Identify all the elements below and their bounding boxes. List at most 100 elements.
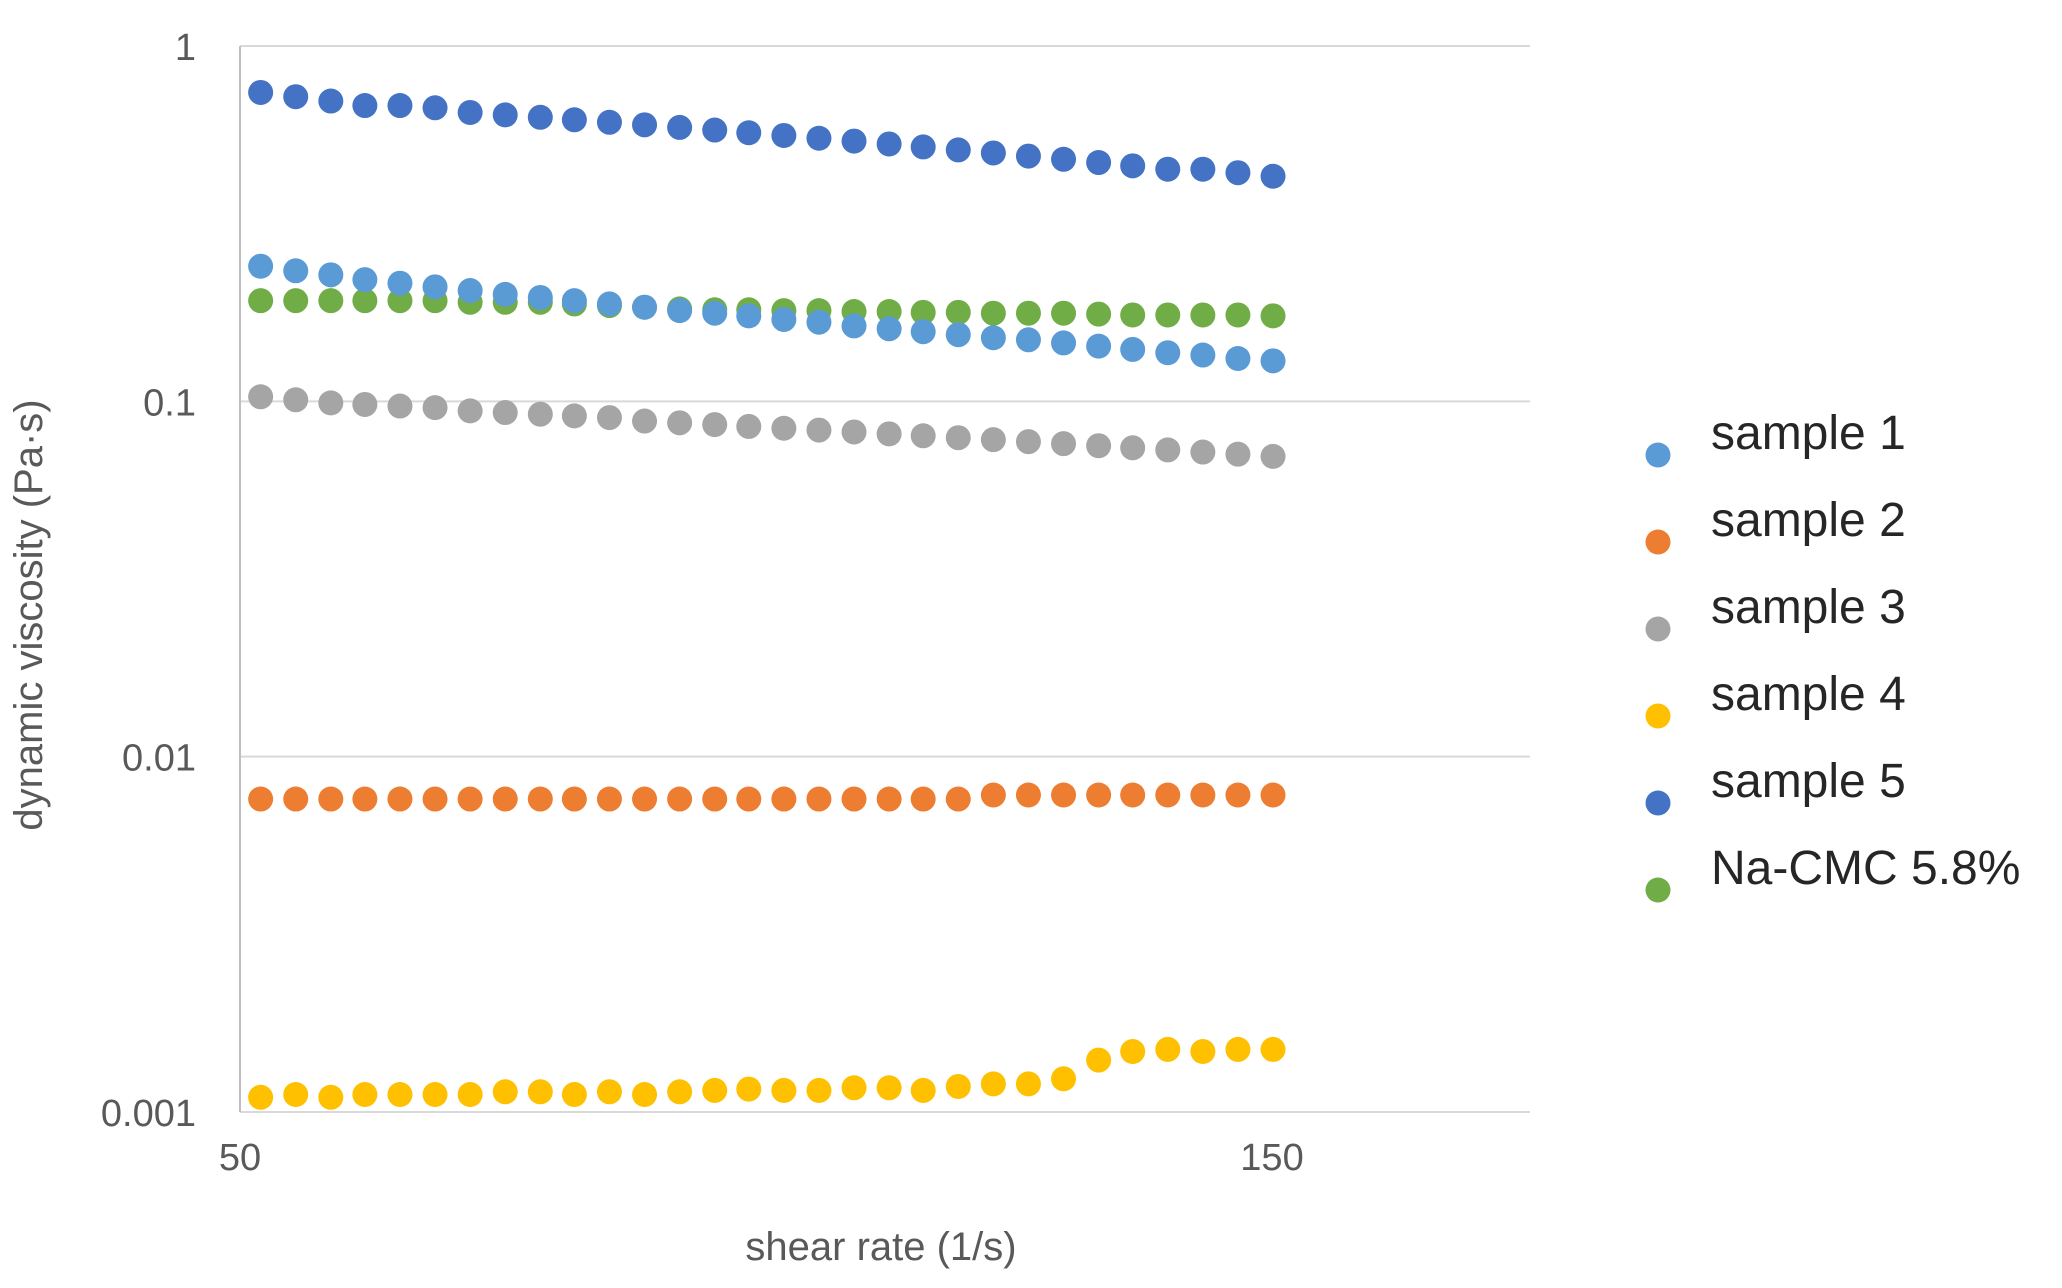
data-point bbox=[283, 84, 309, 110]
data-point bbox=[1190, 302, 1216, 328]
data-point bbox=[841, 128, 867, 154]
data-point bbox=[910, 319, 936, 345]
data-point bbox=[1086, 301, 1112, 327]
data-point bbox=[248, 786, 274, 812]
data-point bbox=[318, 390, 344, 416]
data-point bbox=[1051, 431, 1077, 457]
series-3 bbox=[248, 384, 1286, 469]
data-point bbox=[492, 786, 518, 812]
gridlines bbox=[240, 45, 1530, 1113]
data-point bbox=[1260, 1036, 1286, 1062]
data-point bbox=[318, 786, 344, 812]
data-point bbox=[283, 387, 309, 413]
data-point bbox=[1190, 342, 1216, 368]
data-point bbox=[980, 140, 1006, 166]
data-point bbox=[1155, 782, 1181, 808]
data-point bbox=[945, 425, 971, 451]
data-point bbox=[1190, 156, 1216, 182]
data-point bbox=[771, 306, 797, 332]
data-point bbox=[457, 99, 483, 125]
data-point bbox=[527, 786, 553, 812]
data-point bbox=[806, 1077, 832, 1103]
data-point bbox=[1120, 302, 1146, 328]
series-1 bbox=[248, 253, 1286, 374]
data-point bbox=[910, 134, 936, 160]
data-point bbox=[492, 281, 518, 307]
data-point bbox=[1015, 429, 1041, 455]
legend-marker bbox=[1645, 703, 1671, 729]
data-point bbox=[1225, 441, 1251, 467]
x-tick-labels: 50 150 bbox=[219, 1137, 1304, 1179]
data-point bbox=[632, 112, 658, 138]
data-point bbox=[771, 786, 797, 812]
legend-marker bbox=[1645, 529, 1671, 555]
data-point bbox=[1260, 443, 1286, 469]
y-tick-label: 0.01 bbox=[122, 738, 196, 780]
data-point bbox=[527, 401, 553, 427]
data-point bbox=[945, 322, 971, 348]
data-point bbox=[387, 393, 413, 419]
data-point bbox=[910, 1077, 936, 1103]
data-point bbox=[736, 1076, 762, 1102]
data-point bbox=[492, 102, 518, 128]
data-point bbox=[910, 423, 936, 449]
series-5 bbox=[248, 79, 1286, 189]
data-point bbox=[736, 413, 762, 439]
data-point bbox=[980, 427, 1006, 453]
data-point bbox=[1086, 1047, 1112, 1073]
data-point bbox=[387, 270, 413, 296]
data-point bbox=[387, 93, 413, 119]
data-point bbox=[841, 419, 867, 445]
data-point bbox=[632, 294, 658, 320]
data-point bbox=[667, 786, 693, 812]
data-point bbox=[318, 88, 344, 114]
data-point bbox=[422, 786, 448, 812]
y-tick-labels: 1 0.1 0.01 0.001 bbox=[101, 27, 196, 1135]
data-point bbox=[248, 79, 274, 105]
data-point bbox=[876, 786, 902, 812]
data-point bbox=[1190, 1039, 1216, 1065]
data-point bbox=[561, 786, 587, 812]
y-tick-label: 0.1 bbox=[143, 382, 196, 424]
x-tick-label: 50 bbox=[219, 1137, 261, 1179]
data-point bbox=[248, 288, 274, 314]
series-2 bbox=[248, 782, 1286, 812]
data-point bbox=[527, 284, 553, 310]
data-point bbox=[736, 303, 762, 329]
data-point bbox=[352, 391, 378, 417]
data-point bbox=[702, 117, 728, 143]
data-point bbox=[596, 405, 622, 431]
data-point bbox=[1225, 1036, 1251, 1062]
data-point bbox=[1225, 160, 1251, 186]
data-point bbox=[422, 274, 448, 300]
data-point bbox=[980, 1071, 1006, 1097]
data-point bbox=[352, 267, 378, 293]
data-point bbox=[1260, 348, 1286, 374]
x-tick-label: 150 bbox=[1240, 1137, 1303, 1179]
data-point bbox=[876, 1075, 902, 1101]
data-point bbox=[1155, 302, 1181, 328]
data-point bbox=[387, 288, 413, 314]
data-point bbox=[1086, 150, 1112, 176]
data-point bbox=[702, 412, 728, 438]
data-point bbox=[387, 1082, 413, 1108]
data-point bbox=[632, 786, 658, 812]
data-point bbox=[876, 298, 902, 324]
legend-label: sample 1 bbox=[1711, 407, 1906, 460]
data-point bbox=[283, 288, 309, 314]
data-point bbox=[1086, 333, 1112, 359]
data-point bbox=[1120, 782, 1146, 808]
data-point bbox=[387, 786, 413, 812]
data-point bbox=[318, 1084, 344, 1110]
data-point bbox=[457, 786, 483, 812]
data-point bbox=[632, 408, 658, 434]
data-point bbox=[596, 109, 622, 135]
legend-label: sample 5 bbox=[1711, 755, 1906, 808]
data-point bbox=[980, 782, 1006, 808]
y-tick-label: 1 bbox=[175, 27, 196, 69]
data-point bbox=[667, 298, 693, 324]
series-4 bbox=[248, 1036, 1286, 1110]
data-point bbox=[283, 258, 309, 284]
data-point bbox=[1155, 1036, 1181, 1062]
